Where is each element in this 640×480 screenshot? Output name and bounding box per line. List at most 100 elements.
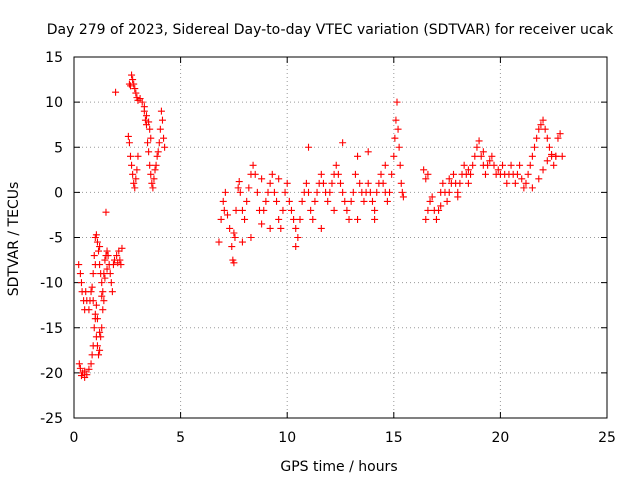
data-point (231, 234, 239, 241)
data-point (132, 89, 140, 97)
data-point (349, 188, 357, 196)
data-point (98, 324, 106, 332)
data-point (305, 188, 313, 196)
data-point (100, 297, 108, 305)
data-point (147, 170, 155, 178)
data-point (145, 148, 153, 156)
data-point (241, 215, 249, 223)
data-point (75, 261, 83, 269)
data-point (454, 193, 462, 201)
data-point (81, 367, 89, 375)
data-point (95, 351, 103, 359)
data-point (317, 170, 325, 178)
data-point (253, 188, 261, 196)
data-point (125, 139, 133, 147)
data-point (395, 143, 403, 151)
data-point (232, 206, 240, 214)
x-tick-label: 15 (385, 430, 403, 446)
data-point (103, 265, 111, 273)
data-point (148, 179, 156, 187)
data-point (89, 270, 97, 278)
data-point (364, 148, 372, 156)
data-point (230, 259, 238, 267)
data-point (526, 161, 534, 169)
tick-labels: 0 5 10 15 20 25 -25 -20 -15 -10 -5 0 5 10 15 (40, 50, 616, 446)
data-point (552, 152, 560, 160)
data-point (550, 161, 558, 169)
data-point (481, 170, 489, 178)
data-point (93, 315, 101, 323)
data-point (245, 184, 253, 192)
data-point (354, 152, 362, 160)
data-point (76, 270, 84, 278)
data-point (130, 179, 138, 187)
data-point (449, 170, 457, 178)
data-point (307, 206, 315, 214)
data-point (392, 116, 400, 124)
data-point (156, 125, 164, 133)
data-points (75, 71, 566, 381)
data-point (238, 238, 246, 246)
data-point (81, 373, 89, 381)
data-point (113, 252, 121, 260)
data-point (543, 134, 551, 142)
y-tick-label: -15 (40, 321, 63, 337)
data-point (85, 306, 93, 314)
data-point (224, 211, 232, 219)
data-point (513, 170, 521, 178)
data-point (445, 175, 453, 183)
data-point (345, 215, 353, 223)
data-point (473, 143, 481, 151)
data-point (396, 161, 404, 169)
data-point (443, 197, 451, 205)
data-point (75, 360, 83, 368)
data-point (397, 179, 405, 187)
data-point (356, 179, 364, 187)
data-point (424, 170, 432, 178)
data-point (313, 188, 321, 196)
data-point (298, 197, 306, 205)
data-point (391, 134, 399, 142)
data-point (311, 197, 319, 205)
data-point (488, 152, 496, 160)
data-point (266, 179, 274, 187)
data-point (439, 179, 447, 187)
data-point (477, 152, 485, 160)
data-point (260, 206, 268, 214)
data-point (383, 197, 391, 205)
data-point (422, 175, 430, 183)
data-point (390, 152, 398, 160)
grid (74, 57, 607, 418)
data-point (88, 283, 96, 291)
data-point (219, 197, 227, 205)
x-tick-label: 0 (70, 430, 79, 446)
data-point (522, 179, 530, 187)
data-point (155, 139, 163, 147)
data-point (275, 175, 283, 183)
data-point (236, 188, 244, 196)
data-point (296, 215, 304, 223)
data-point (129, 76, 137, 84)
data-point (152, 161, 160, 169)
data-point (90, 252, 98, 260)
data-point (388, 170, 396, 178)
data-point (262, 197, 270, 205)
data-point (270, 188, 278, 196)
data-point (132, 175, 140, 183)
data-point (128, 71, 136, 79)
data-point (292, 243, 300, 251)
data-point (516, 161, 524, 169)
data-point (518, 175, 526, 183)
data-point (558, 152, 566, 160)
data-point (354, 215, 362, 223)
data-point (103, 247, 111, 255)
data-point (432, 215, 440, 223)
data-point (76, 364, 84, 372)
data-point (150, 175, 158, 183)
data-point (386, 188, 394, 196)
data-point (351, 170, 359, 178)
data-point (302, 179, 310, 187)
data-point (138, 98, 146, 106)
data-point (524, 170, 532, 178)
